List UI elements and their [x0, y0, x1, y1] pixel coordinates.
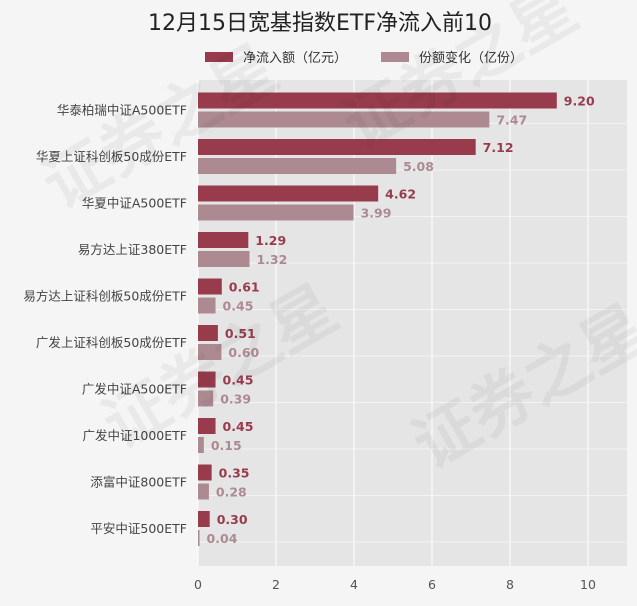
category-labels: 华泰柏瑞中证A500ETF 华夏上证科创板50成份ETF 华夏中证A500ETF 易方… — [23, 103, 187, 537]
net-inflow-bar — [198, 92, 557, 109]
chart-title: 12月15日宽基指数ETF净流入前10 — [148, 11, 492, 36]
legend-entry: 净流入额（亿元） — [243, 51, 347, 66]
net-inflow-bar — [198, 139, 476, 155]
net-inflow-bar — [198, 511, 210, 527]
value-labels: 9.20 7.47 7.12 5.08 4.62 3.99 1.29 1.32 0.61 0.45… — [207, 94, 595, 547]
net-inflow-value-label: 9.20 — [564, 94, 595, 109]
category-label: 添富中证800ETF — [90, 475, 187, 490]
category-label: 华夏上证科创板50成份ETF — [36, 149, 187, 164]
net-inflow-bar — [198, 464, 212, 481]
net-inflow-bar — [198, 185, 379, 202]
share-change-bar — [198, 251, 250, 267]
share-change-bar — [198, 111, 490, 128]
x-tick-label: 10 — [580, 577, 596, 592]
category-label: 广发中证A500ETF — [82, 382, 187, 397]
x-tick-labels: 0 2 4 6 8 10 — [194, 577, 596, 592]
legend-swatch — [381, 52, 409, 62]
share-change-bar — [198, 344, 222, 360]
net-inflow-value-label: 4.62 — [385, 187, 416, 202]
category-label: 平安中证500ETF — [90, 521, 187, 536]
category-label: 广发上证科创板50成份ETF — [36, 335, 187, 350]
share-change-bar — [198, 297, 216, 314]
net-inflow-bar — [198, 371, 216, 388]
net-inflow-value-label: 0.30 — [217, 512, 248, 527]
net-inflow-value-label: 0.45 — [223, 419, 254, 434]
net-inflow-bar — [198, 278, 222, 295]
x-tick-label: 2 — [272, 577, 280, 592]
share-change-bar — [198, 530, 200, 546]
share-change-value-label: 7.47 — [496, 113, 527, 128]
net-inflow-value-label: 0.61 — [229, 280, 260, 295]
share-change-bar — [198, 158, 397, 174]
legend: 净流入额（亿元） 份额变化（亿份） — [205, 50, 523, 66]
share-change-bar — [198, 483, 209, 500]
net-inflow-value-label: 0.45 — [223, 373, 254, 388]
share-change-value-label: 0.60 — [228, 345, 259, 360]
legend-swatch — [205, 52, 233, 62]
net-inflow-bar — [198, 325, 218, 341]
net-inflow-bar — [198, 418, 216, 434]
category-label: 华泰柏瑞中证A500ETF — [57, 103, 187, 118]
share-change-value-label: 3.99 — [361, 206, 392, 221]
category-label: 易方达上证380ETF — [78, 242, 187, 257]
category-label: 易方达上证科创板50成份ETF — [23, 289, 187, 304]
share-change-value-label: 0.04 — [207, 531, 238, 546]
share-change-value-label: 0.39 — [220, 392, 251, 407]
net-inflow-value-label: 1.29 — [255, 233, 286, 248]
share-change-value-label: 5.08 — [403, 159, 434, 174]
legend-entry: 份额变化（亿份） — [419, 50, 523, 66]
x-tick-label: 4 — [350, 577, 358, 592]
category-label: 华夏中证A500ETF — [82, 196, 187, 211]
net-inflow-value-label: 7.12 — [483, 140, 514, 155]
share-change-bar — [198, 390, 214, 407]
share-change-value-label: 0.45 — [223, 299, 254, 314]
share-change-value-label: 0.15 — [211, 438, 242, 453]
x-tick-label: 0 — [194, 577, 202, 592]
bars — [198, 92, 557, 546]
net-inflow-bar — [198, 232, 249, 248]
share-change-bar — [198, 437, 204, 453]
share-change-bar — [198, 204, 354, 221]
category-label: 广发中证1000ETF — [82, 428, 187, 443]
net-inflow-value-label: 0.35 — [219, 466, 250, 481]
net-inflow-value-label: 0.51 — [225, 326, 256, 341]
share-change-value-label: 1.32 — [256, 252, 287, 267]
share-change-value-label: 0.28 — [216, 485, 247, 500]
x-tick-label: 8 — [506, 577, 514, 592]
x-tick-label: 6 — [428, 577, 436, 592]
